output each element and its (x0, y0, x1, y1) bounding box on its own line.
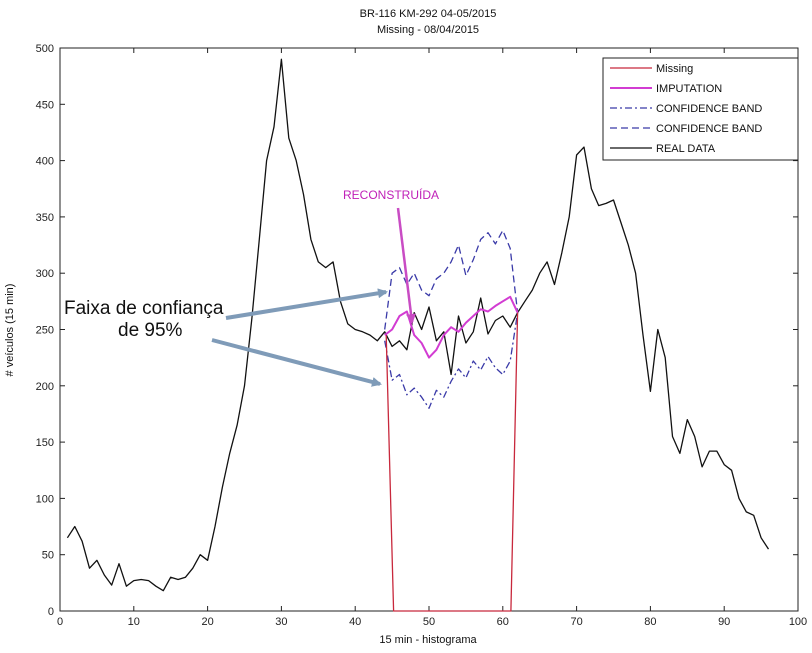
axis-ticks: 0 10 20 30 40 50 60 70 80 90 100 0 50 100 150 200 250 300… (36, 43, 808, 628)
y-tick-label: 100 (36, 493, 54, 505)
y-tick-label: 0 (48, 606, 54, 618)
y-tick-label: 450 (36, 99, 54, 111)
y-tick-label: 500 (36, 43, 54, 55)
legend: Missing IMPUTATION CONFIDENCE BAND CONFIDEN… (602, 57, 799, 161)
series-line-imputation-1 (384, 295, 519, 359)
y-tick-label: 50 (42, 550, 54, 562)
annotation-reconstructed: RECONSTRUÍDA (343, 187, 439, 202)
x-tick-label: 50 (423, 616, 435, 628)
legend-label: CONFIDENCE BAND (656, 103, 762, 115)
annotation-confidence-line2: de 95% (118, 320, 183, 341)
legend-label: REAL DATA (656, 143, 716, 155)
x-tick-label: 40 (349, 616, 361, 628)
arrow-to-lower-band (211, 338, 382, 387)
arrow-to-upper-band (225, 288, 388, 320)
y-axis-label: # veículos (15 min) (4, 284, 16, 377)
x-tick-label: 100 (789, 616, 807, 628)
chart-subtitle: Missing - 08/04/2015 (377, 24, 479, 36)
annotation-confidence-line1: Faixa de confiança (64, 298, 224, 319)
arrow-to-imputation (396, 207, 416, 324)
legend-label: IMPUTATION (656, 83, 722, 95)
y-tick-label: 350 (36, 212, 54, 224)
x-tick-label: 0 (57, 616, 63, 628)
y-tick-label: 200 (36, 381, 54, 393)
y-tick-label: 250 (36, 325, 54, 337)
x-tick-label: 10 (128, 616, 140, 628)
y-tick-label: 400 (36, 156, 54, 168)
x-axis-label: 15 min - histograma (379, 634, 477, 646)
series-layer (66, 58, 770, 612)
legend-box (602, 57, 799, 161)
legend-label: Missing (656, 63, 693, 75)
y-tick-label: 150 (36, 437, 54, 449)
x-tick-label: 70 (570, 616, 582, 628)
series-line-real-data-4 (66, 58, 770, 592)
x-tick-label: 90 (718, 616, 730, 628)
legend-label: CONFIDENCE BAND (656, 123, 762, 135)
series-line-missing-0 (385, 312, 519, 612)
y-tick-label: 300 (36, 268, 54, 280)
x-tick-label: 80 (644, 616, 656, 628)
series-line-confidence-band-3 (384, 229, 519, 330)
x-tick-label: 30 (275, 616, 287, 628)
chart-title: BR-116 KM-292 04-05/2015 (360, 8, 497, 20)
x-tick-label: 20 (201, 616, 213, 628)
x-tick-label: 60 (497, 616, 509, 628)
series-line-confidence-band-2 (384, 312, 519, 409)
